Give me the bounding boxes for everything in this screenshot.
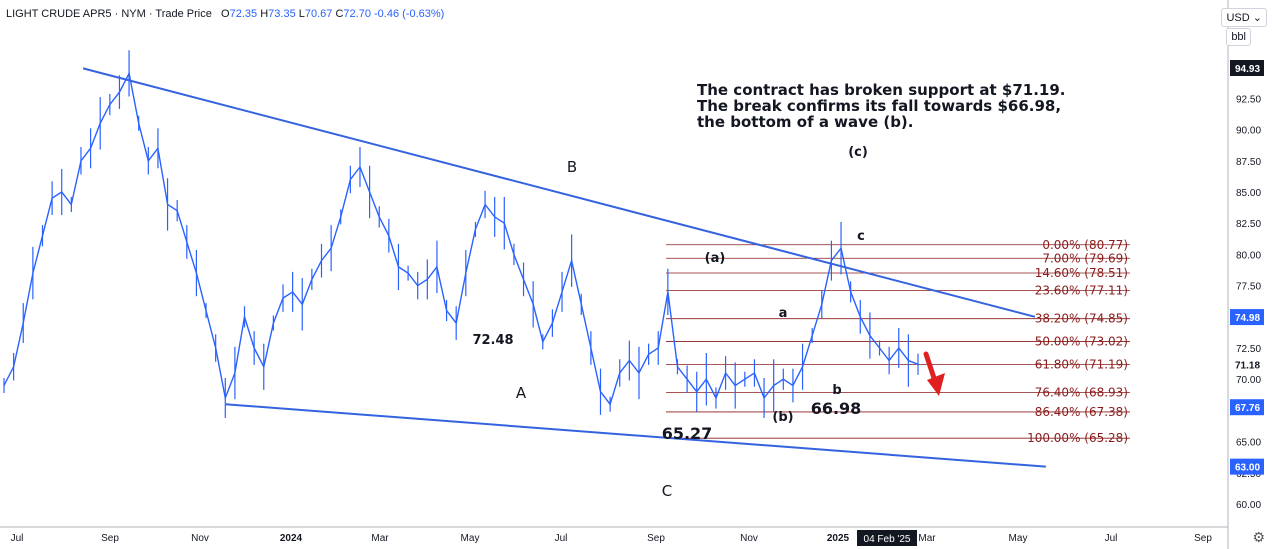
y-tick-label: 80.00	[1236, 250, 1261, 261]
x-tick-label: Jul	[555, 533, 568, 544]
price-mode: Trade Price	[155, 8, 212, 20]
fib-level-label: 23.60% (77.11)	[1035, 283, 1128, 297]
analysis-annotation: The contract has broken support at $71.1…	[697, 82, 1065, 130]
x-tick-label: May	[1009, 533, 1028, 544]
down-arrow-head	[927, 373, 945, 396]
wave-label: C	[662, 482, 672, 500]
wave-label: c	[857, 229, 865, 244]
low-label: L	[298, 8, 305, 20]
close-value: 72.70	[343, 8, 371, 20]
x-tick-label: May	[461, 533, 480, 544]
y-tick-label: 90.00	[1236, 126, 1261, 137]
price-badge-label: 94.93	[1235, 64, 1260, 75]
fib-level-label: 76.40% (68.93)	[1035, 386, 1128, 400]
wave-label: (c)	[848, 145, 868, 160]
gear-icon[interactable]: ⚙	[1252, 529, 1265, 545]
x-tick-label: 2024	[280, 533, 303, 544]
y-tick-label: 87.50	[1236, 157, 1261, 168]
y-tick-label: 85.00	[1236, 188, 1261, 199]
price-badge	[1230, 458, 1264, 475]
x-tick-label: Nov	[191, 533, 209, 544]
currency-button[interactable]: USD ⌄	[1221, 8, 1267, 27]
close-label: C	[335, 8, 344, 20]
wave-label: (a)	[705, 251, 726, 266]
wave-label: 66.98	[811, 399, 862, 418]
fib-level-label: 7.00% (79.69)	[1042, 251, 1128, 265]
price-badge-label: 63.00	[1235, 463, 1260, 474]
x-tick-label: Mar	[371, 533, 389, 544]
y-tick-label: 70.00	[1236, 375, 1261, 386]
fib-level-label: 86.40% (67.38)	[1035, 405, 1128, 419]
price-badge-label: 71.18	[1235, 361, 1260, 372]
price-badge-label: 67.76	[1235, 403, 1260, 414]
date-cursor-badge	[857, 530, 917, 546]
chevron-down-icon: ⌄	[1252, 12, 1262, 24]
price-badge	[1230, 356, 1264, 373]
fib-level-label: 100.00% (65.28)	[1027, 431, 1128, 445]
x-tick-label: Jul	[1105, 533, 1118, 544]
y-tick-label: 77.50	[1236, 282, 1261, 293]
unit-button[interactable]: bbl	[1226, 28, 1251, 46]
y-tick-label: 92.50	[1236, 94, 1261, 105]
annotation-line: The break confirms its fall towards $66.…	[697, 97, 1062, 115]
trendline[interactable]	[82, 67, 1036, 318]
annotation-line: The contract has broken support at $71.1…	[697, 81, 1066, 99]
price-series-line	[3, 71, 919, 406]
wave-label: B	[567, 158, 577, 176]
symbol-header: LIGHT CRUDE APR5 · NYM · Trade Price O72…	[6, 8, 445, 20]
y-tick-label: 65.00	[1236, 438, 1261, 449]
price-badge	[1230, 399, 1264, 416]
wave-label: A	[516, 384, 527, 402]
wave-label: 72.48	[472, 333, 513, 348]
fib-level-label: 38.20% (74.85)	[1035, 312, 1128, 326]
wave-label: a	[779, 306, 788, 321]
exchange-name: NYM	[121, 8, 146, 20]
x-tick-label: Jul	[11, 533, 24, 544]
x-tick-label: Sep	[101, 533, 119, 544]
high-value: 73.35	[268, 8, 296, 20]
y-tick-label: 72.50	[1236, 344, 1261, 355]
change-value: -0.46 (-0.63%)	[374, 8, 445, 20]
date-cursor-label: 04 Feb '25	[864, 534, 911, 545]
price-badge	[1230, 60, 1264, 76]
x-tick-label: 2025	[827, 533, 850, 544]
low-value: 70.67	[304, 8, 333, 20]
x-tick-label: Nov	[740, 533, 758, 544]
y-tick-label: 82.50	[1236, 219, 1261, 230]
y-tick-label: 60.00	[1236, 500, 1261, 511]
fib-level-label: 61.80% (71.19)	[1035, 357, 1128, 371]
fib-level-label: 0.00% (80.77)	[1042, 238, 1128, 252]
price-badge	[1230, 309, 1264, 326]
fib-level-label: 14.60% (78.51)	[1035, 266, 1128, 280]
fib-level-label: 50.00% (73.02)	[1035, 335, 1128, 349]
trendline[interactable]	[225, 403, 1046, 468]
price-badge-label: 74.98	[1235, 313, 1260, 324]
wave-label: b	[832, 383, 841, 398]
annotation-line: the bottom of a wave (b).	[697, 113, 914, 131]
wave-label: 65.27	[662, 424, 713, 443]
x-tick-label: Sep	[1194, 533, 1212, 544]
x-tick-label: Sep	[647, 533, 665, 544]
open-label: O	[221, 8, 230, 20]
open-value: 72.35	[229, 8, 258, 20]
high-label: H	[260, 8, 269, 20]
symbol-name[interactable]: LIGHT CRUDE APR5	[6, 8, 112, 20]
x-tick-label: Mar	[918, 533, 936, 544]
down-arrow-icon	[923, 351, 937, 381]
wave-label: (b)	[772, 410, 793, 425]
